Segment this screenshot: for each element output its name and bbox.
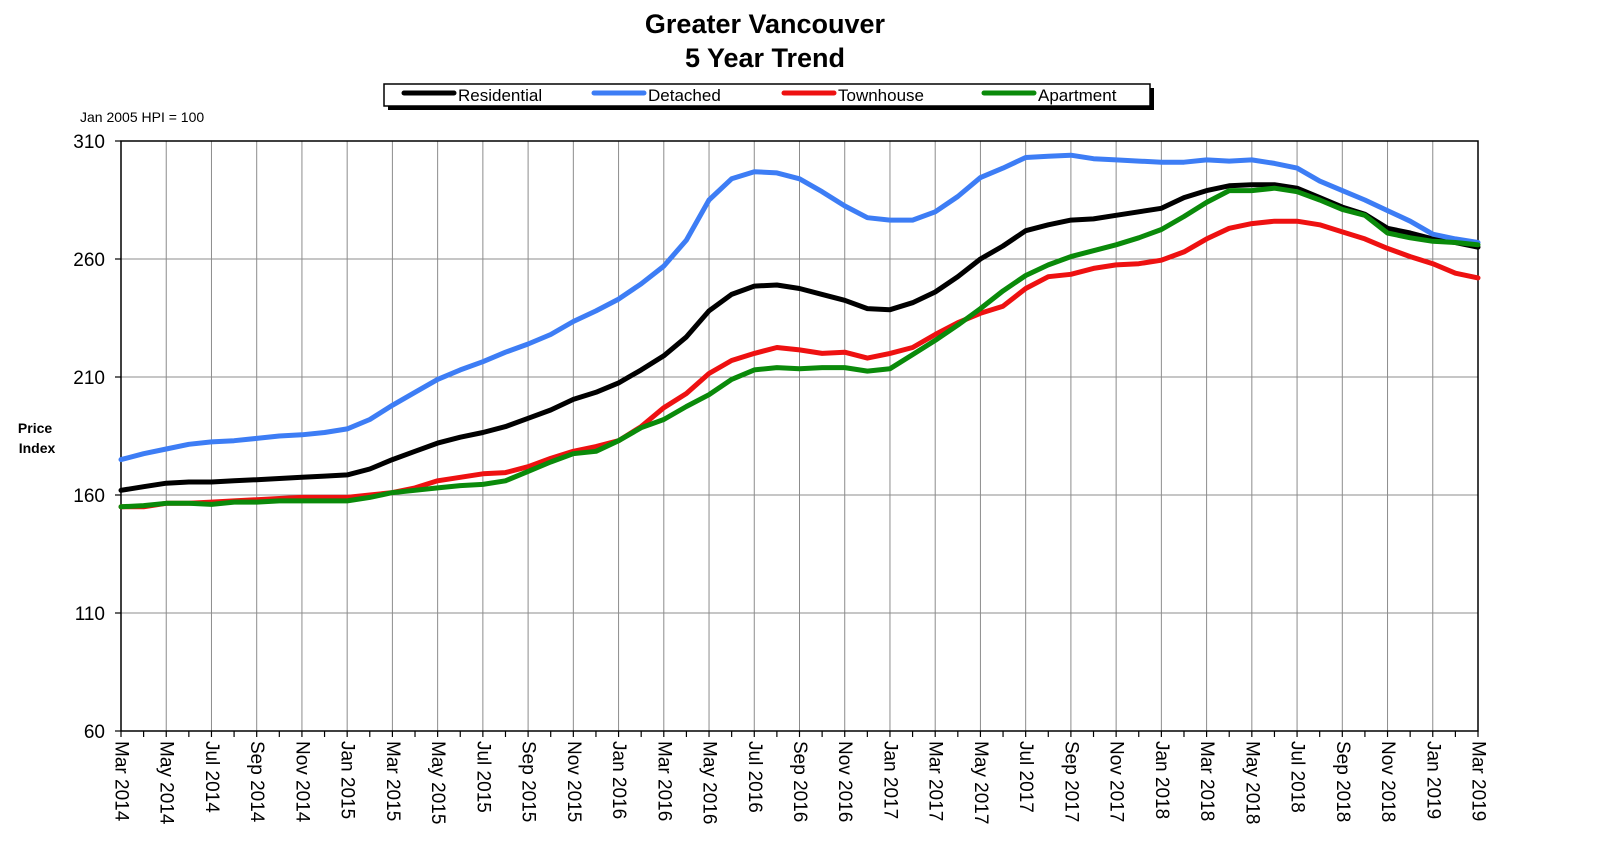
x-tick-label: May 2017 [970, 741, 991, 824]
y-tick-label: 310 [73, 132, 105, 153]
series-line-detached [118, 152, 1481, 463]
chart-title: Greater Vancouver [645, 9, 886, 39]
index-base-note: Jan 2005 HPI = 100 [80, 109, 204, 125]
x-tick-label: Jan 2015 [337, 741, 358, 819]
x-tick-label: Jul 2015 [472, 741, 493, 813]
y-tick-label: 210 [73, 368, 105, 389]
x-tick-label: May 2015 [427, 741, 448, 824]
y-tick-label: 160 [73, 486, 105, 507]
x-tick-label: Sep 2014 [246, 741, 267, 823]
x-tick-label: May 2016 [699, 741, 720, 824]
series-line-apartment [118, 185, 1481, 510]
y-tick-label: 260 [73, 250, 105, 271]
y-axis-label-line1: Price [18, 420, 52, 436]
x-tick-label: Sep 2017 [1060, 741, 1081, 822]
y-axis-label-line2: Index [19, 440, 56, 456]
x-tick-label: Mar 2016 [653, 741, 674, 821]
x-tick-label: May 2014 [156, 741, 177, 825]
x-tick-label: May 2018 [1241, 741, 1262, 824]
x-tick-label: Mar 2014 [111, 741, 132, 822]
x-tick-label: Jan 2018 [1151, 741, 1172, 819]
x-tick-label: Nov 2016 [834, 741, 855, 822]
series-line-townhouse [118, 218, 1481, 510]
x-tick-label: Mar 2015 [382, 741, 403, 821]
legend-label-residential: Residential [458, 86, 542, 105]
y-axis-label: Price Index [18, 420, 56, 456]
x-tick-label: Jul 2014 [201, 741, 222, 813]
x-tick-label: Jan 2017 [879, 741, 900, 819]
x-tick-label: Nov 2018 [1377, 741, 1398, 822]
x-tick-label: Nov 2017 [1106, 741, 1127, 822]
x-tick-label: Nov 2015 [563, 741, 584, 822]
x-tick-label: Jan 2016 [608, 741, 629, 819]
x-tick-label: Jul 2016 [744, 741, 765, 813]
x-tick-label: Sep 2016 [789, 741, 810, 822]
x-tick-label: Mar 2017 [925, 741, 946, 821]
x-tick-label: Mar 2019 [1468, 741, 1489, 821]
x-tick-label: Sep 2018 [1332, 741, 1353, 822]
legend-label-detached: Detached [648, 86, 721, 105]
y-tick-label: 60 [84, 722, 105, 743]
legend-label-townhouse: Townhouse [838, 86, 924, 105]
x-tick-label: Jan 2019 [1422, 741, 1443, 819]
x-tick-label: Jul 2018 [1287, 741, 1308, 813]
x-tick-label: Nov 2014 [291, 741, 312, 823]
legend-label-apartment: Apartment [1038, 86, 1117, 105]
series-line-residential [118, 182, 1481, 493]
x-tick-label: Sep 2015 [518, 741, 539, 822]
x-tick-label: Mar 2018 [1196, 741, 1217, 821]
x-tick-label: Jul 2017 [1015, 741, 1036, 813]
y-tick-label: 110 [75, 604, 105, 625]
chart-subtitle: 5 Year Trend [685, 43, 845, 73]
legend: Residential Detached Townhouse Apartment [383, 83, 1154, 110]
legend-box [383, 83, 1151, 107]
